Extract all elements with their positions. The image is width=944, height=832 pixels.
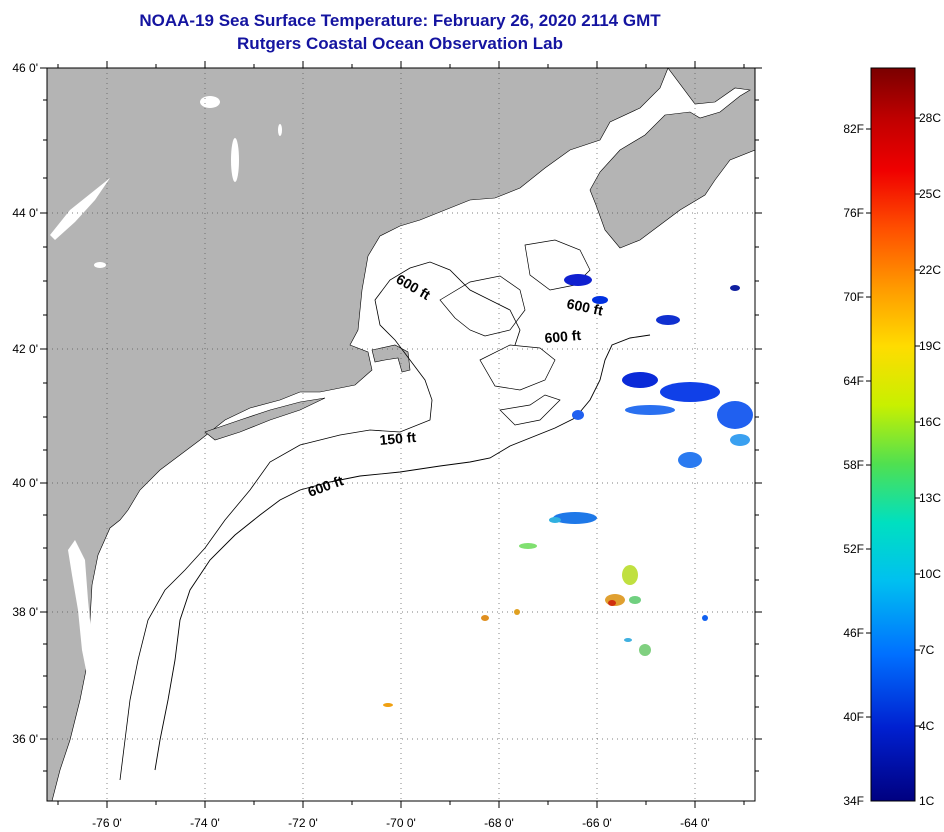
lat-label-42: 42 0' [12,342,38,356]
lon-label-64: -64 0' [680,816,710,830]
lon-label-66: -66 0' [582,816,612,830]
graticule [47,68,755,801]
temperature-colorbar [870,67,916,802]
colorbar-f-46: 46F [843,626,864,640]
colorbar-f-70: 70F [843,290,864,304]
colorbar-f-64: 64F [843,374,864,388]
inner-contour [119,261,521,781]
colorbar-c-10: 10C [919,567,941,581]
canada-landmass [589,68,755,249]
colorbar-c-13: 13C [919,491,941,505]
contour-label-600ft-georges: 600 ft [544,327,582,346]
colorbar-c-7: 7C [919,643,935,657]
axis-ticks [40,61,762,808]
lon-label-76: -76 0' [92,816,122,830]
lon-label-72: -72 0' [288,816,318,830]
cape-cod [371,344,411,373]
colorbar-f-82: 82F [843,122,864,136]
map-subtitle: Rutgers Coastal Ocean Observation Lab [237,34,563,53]
lat-label-38: 38 0' [12,605,38,619]
colorbar-f-34: 34F [843,794,864,808]
shelf-edge-contour [154,334,651,771]
map-title: NOAA-19 Sea Surface Temperature: Februar… [139,11,661,30]
long-island [204,397,326,441]
colorbar-c-22: 22C [919,263,941,277]
contour-label-150ft: 150 ft [379,429,417,448]
colorbar-c-1: 1C [919,794,935,808]
colorbar-c-25: 25C [919,187,941,201]
colorbar-c-28: 28C [919,111,941,125]
sst-data [383,274,753,707]
contour-label-600ft-northeast-channel: 600 ft [565,295,604,318]
colorbar-f-40: 40F [843,710,864,724]
colorbar-c-16: 16C [919,415,941,429]
lat-label-40: 40 0' [12,476,38,490]
lon-label-68: -68 0' [484,816,514,830]
lat-label-44: 44 0' [12,206,38,220]
colorbar-f-58: 58F [843,458,864,472]
colorbar-f-52: 52F [843,542,864,556]
lon-label-74: -74 0' [190,816,220,830]
colorbar-c-19: 19C [919,339,941,353]
lon-label-70: -70 0' [386,816,416,830]
colorbar-f-76: 76F [843,206,864,220]
lat-label-36: 36 0' [12,732,38,746]
us-landmass [47,68,669,801]
lat-label-46: 46 0' [12,61,38,75]
colorbar-c-4: 4C [919,719,935,733]
